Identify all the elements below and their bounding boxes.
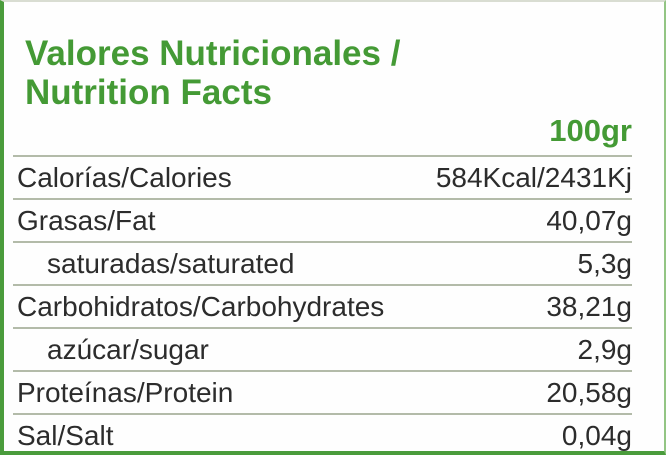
nutrient-value: 584Kcal/2431Kj: [435, 161, 632, 193]
nutrient-value: 0,04g: [561, 419, 632, 451]
nutrition-row: azúcar/sugar 2,9g: [13, 327, 632, 370]
nutrition-row: Grasas/Fat 40,07g: [13, 198, 632, 241]
nutrition-row: saturadas/saturated 5,3g: [13, 241, 632, 284]
nutrient-name: Calorías/Calories: [17, 161, 232, 193]
nutrient-value: 2,9g: [577, 333, 633, 365]
nutrient-name: azúcar/sugar: [47, 333, 209, 365]
serving-size: 100gr: [549, 113, 632, 149]
nutrient-name: saturadas/saturated: [47, 247, 295, 279]
nutrient-name: Carbohidratos/Carbohydrates: [17, 290, 385, 322]
nutrient-value: 40,07g: [546, 204, 632, 236]
label-title: Valores Nutricionales / Nutrition Facts: [25, 34, 634, 112]
nutrient-value: 20,58g: [546, 376, 632, 408]
nutrient-name: Proteínas/Protein: [17, 376, 234, 408]
title-line-spanish: Valores Nutricionales /: [25, 34, 401, 73]
nutrient-value: 38,21g: [546, 290, 632, 322]
nutrition-row: Calorías/Calories 584Kcal/2431Kj: [13, 155, 632, 198]
title-line-english: Nutrition Facts: [25, 73, 272, 113]
nutrient-value: 5,3g: [577, 247, 633, 279]
nutrition-row: Carbohidratos/Carbohydrates 38,21g: [13, 284, 632, 327]
nutrient-name: Sal/Salt: [17, 419, 114, 451]
nutrition-row: Sal/Salt 0,04g: [13, 413, 632, 451]
nutrition-table: Calorías/Calories 584Kcal/2431Kj Grasas/Fa…: [13, 155, 632, 451]
nutrition-row: Proteínas/Protein 20,58g: [13, 370, 632, 413]
nutrient-name: Grasas/Fat: [17, 204, 156, 236]
